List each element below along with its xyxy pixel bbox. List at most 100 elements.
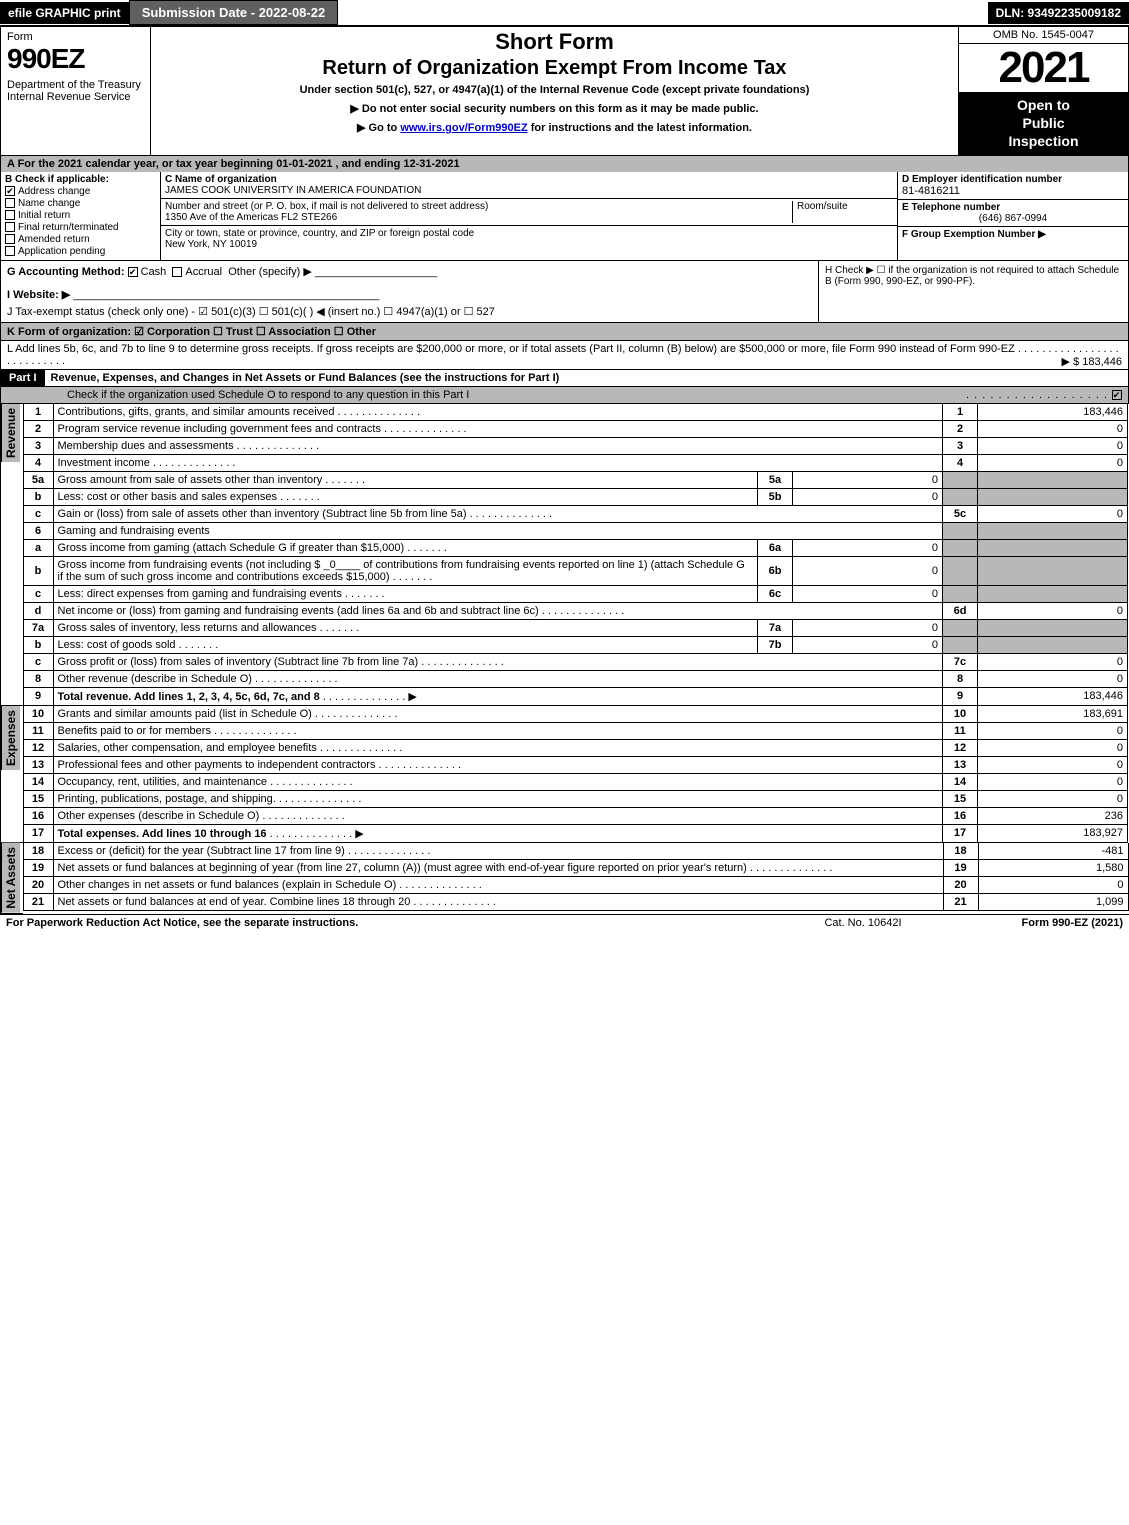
line-num: 4 [943,454,978,471]
row-number: 13 [23,756,53,773]
row-desc: Excess or (deficit) for the year (Subtra… [53,843,943,860]
row-number: 16 [23,807,53,824]
ein-value: 81-4816211 [902,185,960,197]
row-desc: Less: cost or other basis and sales expe… [53,488,758,505]
line-num: 20 [943,876,978,893]
header-right: OMB No. 1545-0047 2021 Open to Public In… [958,27,1128,155]
department-label: Department of the Treasury Internal Reve… [7,79,144,103]
table-row: bGross income from fundraising events (n… [23,556,1128,585]
city-state-zip: New York, NY 10019 [165,239,257,250]
accrual-checkbox[interactable] [172,267,182,277]
revenue-sidebar: Revenue [1,404,20,462]
page-footer: For Paperwork Reduction Act Notice, see … [0,914,1129,931]
row-number: 10 [23,706,53,723]
row-number: b [23,556,53,585]
cash-checkbox[interactable] [128,267,138,277]
applicable-checkbox[interactable] [5,198,15,208]
table-row: 16Other expenses (describe in Schedule O… [23,807,1128,824]
part1-schedule-o-checkbox[interactable] [1112,390,1122,400]
table-row: 21Net assets or fund balances at end of … [23,893,1128,910]
part1-check-text: Check if the organization used Schedule … [61,387,966,403]
applicable-checkbox[interactable] [5,186,15,196]
row-desc: Less: cost of goods sold . . . . . . . [53,636,758,653]
table-row: cGain or (loss) from sale of assets othe… [23,505,1128,522]
row-number: 17 [23,824,53,842]
header-center: Short Form Return of Organization Exempt… [151,27,958,155]
k-form-org: K Form of organization: ☑ Corporation ☐ … [0,323,1129,341]
dln-badge: DLN: 93492235009182 [988,2,1129,24]
line-num: 3 [943,437,978,454]
line-val: 0 [978,722,1128,739]
row-number: a [23,539,53,556]
row-number: d [23,602,53,619]
applicable-checkbox[interactable] [5,246,15,256]
table-row: bLess: cost of goods sold . . . . . . .7… [23,636,1128,653]
applicable-checkbox[interactable] [5,210,15,220]
line-val: 0 [978,790,1128,807]
row-desc: Gross income from gaming (attach Schedul… [53,539,758,556]
col-def: D Employer identification number 81-4816… [898,172,1128,260]
row-desc: Salaries, other compensation, and employ… [53,739,943,756]
table-row: 3Membership dues and assessments . . . .… [23,437,1128,454]
line-val: 1,580 [978,859,1128,876]
row-desc: Gross income from fundraising events (no… [53,556,758,585]
table-row: 1Contributions, gifts, grants, and simil… [23,404,1128,421]
line-val: 183,927 [978,824,1128,842]
form-footer-label: Form 990-EZ (2021) [1022,917,1123,929]
table-row: 14Occupancy, rent, utilities, and mainte… [23,773,1128,790]
col-b-checkboxes: B Check if applicable: Address changeNam… [1,172,161,260]
row-number: 1 [23,404,53,421]
row-number: c [23,653,53,670]
row-number: 15 [23,790,53,807]
table-row: 17Total expenses. Add lines 10 through 1… [23,824,1128,842]
gray-cell [943,539,978,556]
sub-line-val: 0 [793,636,943,653]
city-block: City or town, state or province, country… [161,226,897,252]
col-b-label: B Check if applicable: [5,174,156,185]
checkbox-label: Name change [18,198,80,209]
applicable-checkbox[interactable] [5,234,15,244]
line-num: 5c [943,505,978,522]
applicable-checkbox[interactable] [5,222,15,232]
table-row: 15Printing, publications, postage, and s… [23,790,1128,807]
table-row: cLess: direct expenses from gaming and f… [23,585,1128,602]
street-address: 1350 Ave of the Americas FL2 STE266 [165,212,337,223]
table-row: 19Net assets or fund balances at beginni… [23,859,1128,876]
g-accounting: G Accounting Method: Cash Accrual Other … [1,261,818,322]
checkbox-label: Initial return [18,210,70,221]
sub-line-val: 0 [793,619,943,636]
line-num: 17 [943,824,978,842]
tax-year: 2021 [959,44,1128,92]
omb-number: OMB No. 1545-0047 [959,27,1128,44]
gray-cell [978,636,1128,653]
row-desc: Net income or (loss) from gaming and fun… [53,602,943,619]
sub-line-val: 0 [793,539,943,556]
row-desc: Membership dues and assessments . . . . … [53,437,943,454]
line-val: 1,099 [978,893,1128,910]
checkbox-label: Address change [18,186,90,197]
line-num: 13 [943,756,978,773]
checkbox-label: Final return/terminated [18,222,119,233]
table-row: 13Professional fees and other payments t… [23,756,1128,773]
row-desc: Total expenses. Add lines 10 through 16 … [53,824,943,842]
irs-link[interactable]: www.irs.gov/Form990EZ [400,122,527,134]
line-num: 7c [943,653,978,670]
org-name-block: C Name of organization JAMES COOK UNIVER… [161,172,897,199]
form-label: Form [7,31,144,43]
row-number: 4 [23,454,53,471]
row-desc: Grants and similar amounts paid (list in… [53,706,943,723]
line-val: 0 [978,670,1128,687]
table-row: aGross income from gaming (attach Schedu… [23,539,1128,556]
line-val: 183,446 [978,404,1128,421]
row-number: 3 [23,437,53,454]
i-website: I Website: ▶ [7,289,70,301]
efile-badge[interactable]: efile GRAPHIC print [0,2,129,24]
checkbox-row: Address change [5,186,156,197]
expenses-sidebar: Expenses [1,706,20,770]
line-num: 16 [943,807,978,824]
line-val: 183,446 [978,687,1128,705]
form-number: 990EZ [7,43,144,75]
line-num: 10 [943,706,978,723]
line-num: 6d [943,602,978,619]
table-row: 11Benefits paid to or for members . . . … [23,722,1128,739]
